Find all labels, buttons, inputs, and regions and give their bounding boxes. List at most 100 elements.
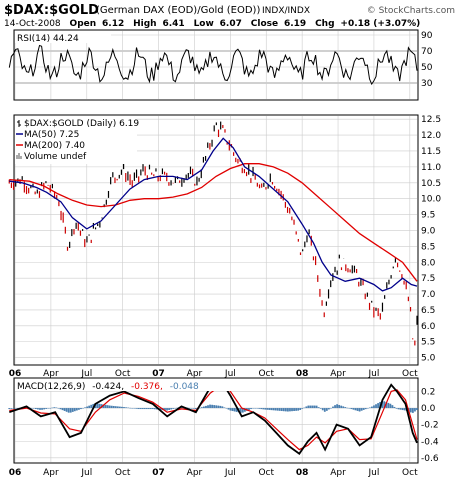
x-tick-label: Jul — [367, 468, 379, 478]
histogram-bar — [47, 408, 50, 409]
histogram-bar — [151, 408, 154, 410]
price-tick-label: 7.0 — [421, 290, 436, 300]
histogram-bar — [350, 408, 353, 410]
histogram-bar — [293, 408, 295, 411]
histogram-bar — [164, 408, 166, 411]
ma200-line — [9, 163, 418, 282]
histogram-bar — [299, 408, 302, 410]
histogram-bar — [51, 407, 54, 409]
histogram-bar — [104, 404, 107, 409]
histogram-bar — [37, 408, 39, 410]
histogram-bar — [381, 400, 384, 409]
histogram-bar — [174, 408, 177, 409]
histogram-bar — [366, 408, 369, 409]
histogram-bar — [168, 408, 170, 411]
histogram-bar — [377, 403, 379, 409]
histogram-bar — [264, 408, 267, 410]
histogram-bar — [268, 408, 271, 410]
histogram-bar — [354, 408, 357, 411]
price-tick-label: 10.5 — [421, 179, 441, 189]
histogram-bar — [373, 405, 375, 409]
x-tick-label: Apr — [330, 468, 346, 478]
volume-icon — [16, 153, 22, 159]
x-tick-label: Oct — [258, 468, 274, 478]
macd-legend-hist: -0.048 — [170, 382, 199, 392]
histogram-bar — [375, 404, 377, 409]
x-tick-label: Apr — [187, 468, 203, 478]
histogram-bar — [10, 408, 13, 409]
histogram-bar — [225, 408, 228, 409]
histogram-bar — [360, 408, 363, 411]
histogram-bar — [12, 408, 15, 409]
histogram-bar — [67, 408, 70, 413]
histogram-bar — [221, 406, 224, 409]
x-tick-label: Oct — [402, 468, 418, 478]
histogram-bar — [135, 408, 138, 409]
legend-price-label: $DAX:$GOLD (Daily) 6.19 — [24, 119, 139, 129]
histogram-bar — [96, 403, 99, 409]
histogram-bar — [155, 408, 158, 410]
price-y-axis: 5.0 5.5 6.0 6.5 7.0 7.5 8.0 8.5 9.0 9.5 10.0 10.5 11… — [421, 115, 441, 363]
histogram-bar — [262, 408, 265, 410]
ohlc-line: 14-Oct-2008 Open 6.12 High 6.41 Low 6.07… — [4, 19, 420, 29]
histogram-bar — [92, 403, 95, 409]
rsi-line — [8, 44, 418, 86]
legend-ma200: MA(200) 7.40 — [16, 141, 85, 151]
histogram-bar — [227, 408, 230, 410]
rsi-tick-label: 30 — [421, 79, 433, 89]
histogram-bar — [412, 408, 414, 413]
x-tick-label: Jul — [80, 369, 92, 379]
histogram-bar — [45, 408, 48, 409]
histogram-bar — [342, 406, 345, 409]
macd-histogram — [8, 400, 418, 413]
histogram-bar — [127, 407, 129, 409]
chart-description: (German DAX (EOD)/Gold (EOD)) — [96, 5, 260, 16]
histogram-bar — [387, 402, 390, 409]
histogram-bar — [137, 408, 140, 410]
histogram-bar — [82, 408, 84, 409]
histogram-bar — [334, 405, 336, 409]
histogram-bar — [147, 408, 150, 410]
histogram-bar — [39, 408, 41, 410]
price-tick-label: 12.5 — [421, 115, 441, 125]
histogram-bar — [235, 408, 238, 412]
histogram-bar — [289, 408, 291, 412]
legend-price: $DAX:$GOLD (Daily) 6.19 — [17, 119, 139, 129]
chart-symbol: $DAX:$GOLD — [4, 3, 99, 18]
histogram-bar — [14, 408, 17, 409]
histogram-bar — [32, 408, 35, 409]
price-tick-label: 11.5 — [421, 147, 441, 157]
legend-ma50: MA(50) 7.25 — [16, 130, 79, 140]
histogram-bar — [284, 408, 287, 412]
histogram-bar — [57, 408, 60, 409]
histogram-bar — [213, 405, 216, 409]
histogram-bar — [203, 406, 205, 409]
histogram-bar — [409, 408, 412, 413]
histogram-bar — [274, 408, 277, 411]
histogram-bar — [311, 405, 314, 409]
histogram-bar — [84, 407, 86, 409]
histogram-bar — [119, 406, 121, 409]
price-tick-label: 11.0 — [421, 163, 441, 173]
histogram-bar — [114, 406, 117, 409]
macd-legend-value: -0.424, — [92, 382, 124, 392]
high-value: 6.41 — [162, 19, 184, 29]
price-panel: 5.0 5.5 6.0 6.5 7.0 7.5 8.0 8.5 9.0 9.5 10.0 10.5 11… — [8, 114, 441, 379]
histogram-bar — [319, 408, 322, 409]
histogram-bar — [131, 408, 134, 409]
price-tick-label: 12.0 — [421, 131, 441, 141]
rsi-axis: 30 50 70 90 — [421, 31, 433, 89]
legend-volume-label: Volume undef — [24, 152, 87, 162]
histogram-bar — [368, 407, 371, 409]
histogram-bar — [200, 407, 203, 409]
price-tick-label: 8.0 — [421, 258, 436, 268]
x-tick-label: Jul — [224, 468, 236, 478]
histogram-bar — [207, 405, 209, 409]
x-tick-label: Jul — [224, 369, 236, 379]
histogram-bar — [49, 408, 52, 409]
histogram-bar — [307, 405, 310, 409]
histogram-bar — [141, 408, 144, 410]
histogram-bar — [63, 408, 66, 411]
histogram-bar — [153, 408, 156, 410]
